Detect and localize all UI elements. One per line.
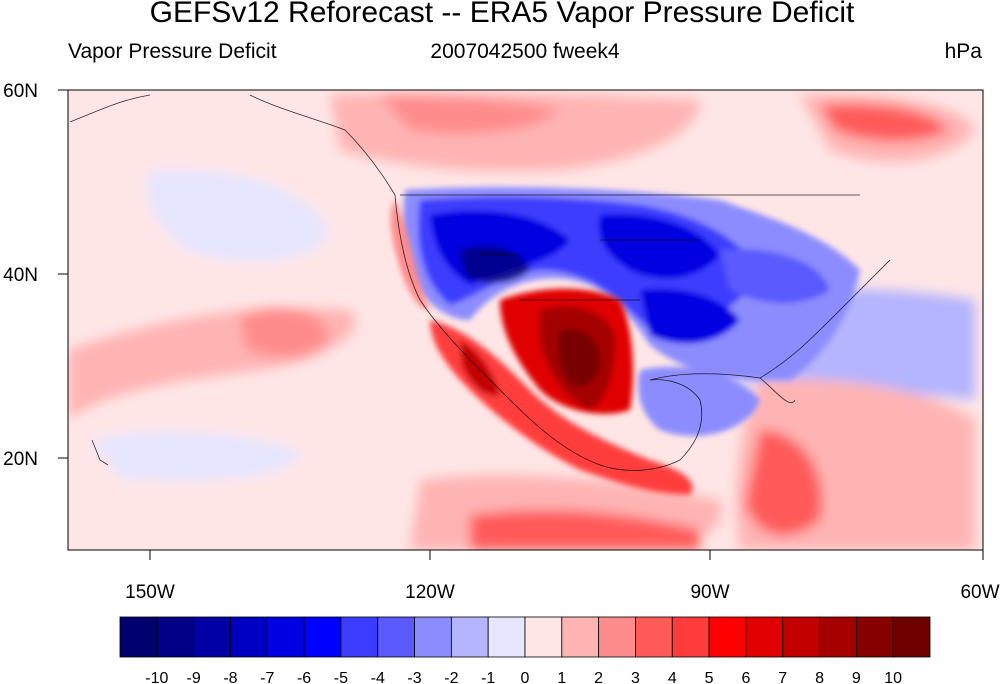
lat-label-40n: 40N [3, 265, 38, 286]
colorbar-label: -3 [407, 670, 421, 684]
colorbar-box [598, 616, 636, 658]
lon-label-150w: 150W [125, 582, 175, 603]
colorbar-label: -5 [334, 670, 348, 684]
colorbar-box [782, 616, 820, 658]
colorbar-box [708, 616, 747, 658]
colorbar-box [745, 616, 784, 658]
colorbar-box [230, 616, 268, 658]
colorbar-label: -1 [481, 670, 495, 684]
anomaly-field [68, 90, 983, 550]
colorbar-label: -7 [260, 670, 274, 684]
colorbar-label: 4 [668, 670, 677, 684]
colorbar-label: -10 [145, 670, 168, 684]
colorbar-box [193, 616, 231, 658]
colorbar-label: 1 [557, 670, 566, 684]
colorbar-box [855, 616, 894, 658]
colorbar-label: 6 [741, 670, 750, 684]
lon-label-90w: 90W [690, 582, 729, 603]
date-label: 2007042500 fweek4 [430, 40, 620, 63]
colorbar-box [487, 616, 526, 658]
lon-label-60w: 60W [960, 582, 999, 603]
colorbar-box [819, 616, 857, 658]
colorbar-box [340, 616, 379, 658]
colorbar-box [635, 616, 673, 658]
lon-label-120w: 120W [405, 582, 455, 603]
colorbar-label: -8 [223, 670, 237, 684]
colorbar-label: -4 [371, 670, 385, 684]
colorbar-label: 0 [521, 670, 530, 684]
colorbar-box [671, 616, 710, 658]
colorbar-box [524, 616, 563, 658]
colorbar-label: 2 [594, 670, 603, 684]
colorbar-box [414, 616, 452, 658]
colorbar-box [450, 616, 489, 658]
colorbar-label: 7 [778, 670, 787, 684]
map-frame [67, 89, 984, 551]
colorbar-label: 10 [884, 670, 902, 684]
colorbar-label: 9 [852, 670, 861, 684]
colorbar-box [119, 616, 158, 658]
colorbar-box [892, 616, 931, 658]
colorbar-label: 5 [705, 670, 714, 684]
colorbar-box [266, 616, 305, 658]
colorbar-label: -6 [297, 670, 311, 684]
colorbar-label: -9 [187, 670, 201, 684]
colorbar-box [156, 616, 195, 658]
colorbar-label: 8 [815, 670, 824, 684]
lat-label-20n: 20N [3, 449, 38, 470]
colorbar-box [377, 616, 415, 658]
colorbar-label: 3 [631, 670, 640, 684]
unit-label: hPa [944, 40, 982, 63]
lat-label-60n: 60N [3, 81, 38, 102]
variable-label: Vapor Pressure Deficit [68, 40, 277, 63]
figure-title: GEFSv12 Reforecast -- ERA5 Vapor Pressur… [149, 0, 855, 29]
colorbar: -10 -9 -8 -7 -6 -5 -4 -3 -2 -1 0 1 2 3 4 5 6 7 8 9 10 [119, 616, 931, 684]
colorbar-label: -2 [444, 670, 458, 684]
colorbar-box [561, 616, 600, 658]
colorbar-box [303, 616, 342, 658]
